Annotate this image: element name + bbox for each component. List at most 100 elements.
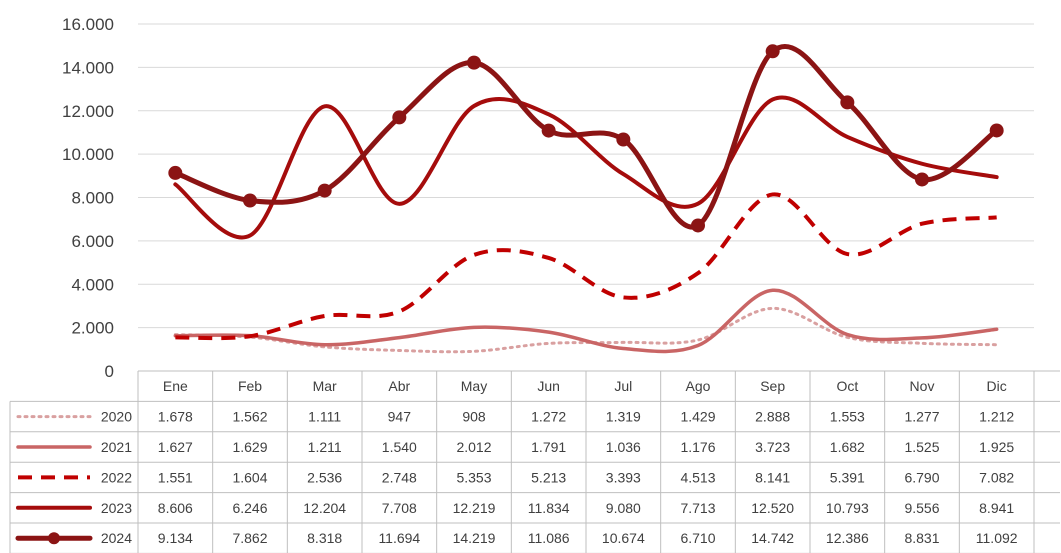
data-label: 1.553 (830, 409, 865, 425)
data-label: 8.831 (904, 530, 939, 546)
data-point-2024 (765, 44, 780, 59)
data-label: 947 (388, 409, 412, 425)
data-label: 12.204 (303, 500, 346, 516)
data-label: 1.551 (158, 469, 193, 485)
y-tick-label: 0 (105, 362, 114, 381)
data-label: 1.562 (232, 409, 267, 425)
data-label: 9.134 (158, 530, 193, 546)
data-label: 5.353 (456, 469, 491, 485)
data-label: 7.082 (979, 469, 1014, 485)
data-label: 9.556 (904, 500, 939, 516)
y-tick-label: 2.000 (71, 319, 114, 338)
data-label: 1.111 (308, 409, 341, 425)
data-label: 12.219 (453, 500, 496, 516)
legend-label-2020: 2020 (101, 409, 132, 425)
data-label: 10.674 (602, 530, 645, 546)
y-tick-label: 6.000 (71, 232, 114, 251)
data-label: 9.080 (606, 500, 641, 516)
data-label: 2.536 (307, 469, 342, 485)
data-label: 14.742 (751, 530, 794, 546)
x-tick-label: Nov (910, 378, 935, 394)
data-point-2024 (243, 193, 257, 208)
y-tick-label: 12.000 (62, 102, 114, 121)
legend-label-2022: 2022 (101, 469, 132, 485)
data-point-2024 (541, 123, 556, 138)
data-label: 1.604 (232, 469, 267, 485)
x-tick-label: Sep (760, 378, 785, 394)
data-label: 1.925 (979, 439, 1014, 455)
data-point-2024 (467, 55, 481, 70)
data-label: 1.429 (680, 409, 715, 425)
data-label: 1.629 (232, 439, 267, 455)
data-point-2024 (168, 165, 183, 180)
data-label: 1.277 (904, 409, 939, 425)
x-tick-label: Abr (388, 378, 410, 394)
data-label: 1.036 (606, 439, 641, 455)
data-label: 2.748 (382, 469, 417, 485)
x-tick-label: Mar (313, 378, 337, 394)
y-tick-label: 4.000 (71, 275, 114, 294)
y-tick-label: 16.000 (62, 15, 114, 34)
data-label: 5.213 (531, 469, 566, 485)
x-tick-label: May (461, 378, 487, 394)
series-line-2022 (175, 192, 997, 341)
data-label: 1.272 (531, 409, 566, 425)
data-label: 12.520 (751, 500, 794, 516)
data-label: 8.606 (158, 500, 193, 516)
data-point-2024 (616, 132, 631, 147)
data-label: 4.513 (680, 469, 715, 485)
x-tick-label: Jul (614, 378, 632, 394)
data-label: 1.211 (308, 439, 342, 455)
data-label: 1.627 (158, 439, 193, 455)
legend-key-marker (48, 532, 60, 545)
series-line-2020 (173, 306, 999, 354)
data-label: 11.694 (378, 530, 420, 546)
data-point-2024 (840, 95, 855, 110)
data-label: 11.086 (528, 530, 570, 546)
data-label: 3.393 (606, 469, 641, 485)
data-point-2024 (392, 110, 407, 125)
data-label: 7.862 (232, 530, 267, 546)
y-tick-label: 14.000 (62, 58, 114, 77)
data-label: 3.723 (755, 439, 790, 455)
data-label: 11.834 (528, 500, 570, 516)
data-label: 12.386 (826, 530, 869, 546)
data-point-2024 (989, 123, 1004, 138)
series-line-2021 (173, 288, 999, 354)
data-label: 8.941 (979, 500, 1014, 516)
data-label: 2.888 (755, 409, 790, 425)
data-label: 8.318 (307, 530, 342, 546)
series-line-2024 (172, 43, 1000, 230)
data-label: 1.525 (904, 439, 939, 455)
data-label: 1.682 (830, 439, 865, 455)
data-label: 6.710 (680, 530, 715, 546)
data-point-2024 (691, 218, 705, 233)
data-label: 1.678 (158, 409, 193, 425)
legend-label-2024: 2024 (101, 530, 132, 546)
data-point-2024 (317, 183, 332, 198)
x-tick-label: Jun (537, 378, 560, 394)
x-tick-label: Dic (987, 378, 1007, 394)
x-tick-label: Feb (238, 378, 262, 394)
data-label: 11.092 (976, 530, 1018, 546)
y-tick-label: 8.000 (71, 189, 114, 208)
y-tick-label: 10.000 (62, 145, 114, 164)
data-label: 10.793 (826, 500, 869, 516)
data-label: 2.012 (456, 439, 491, 455)
data-label: 5.391 (830, 469, 865, 485)
series-line-2023 (173, 95, 999, 240)
data-label: 7.713 (680, 500, 715, 516)
legend-label-2021: 2021 (101, 439, 132, 455)
data-label: 1.540 (382, 439, 417, 455)
data-label: 8.141 (755, 469, 790, 485)
x-tick-label: Oct (836, 378, 858, 394)
data-label: 14.219 (453, 530, 496, 546)
data-label: 908 (462, 409, 486, 425)
legend-label-2023: 2023 (101, 500, 132, 516)
data-label: 1.791 (531, 439, 566, 455)
data-label: 1.176 (680, 439, 715, 455)
data-point-2024 (915, 172, 929, 187)
data-label: 6.790 (904, 469, 939, 485)
x-tick-label: Ago (686, 378, 711, 394)
